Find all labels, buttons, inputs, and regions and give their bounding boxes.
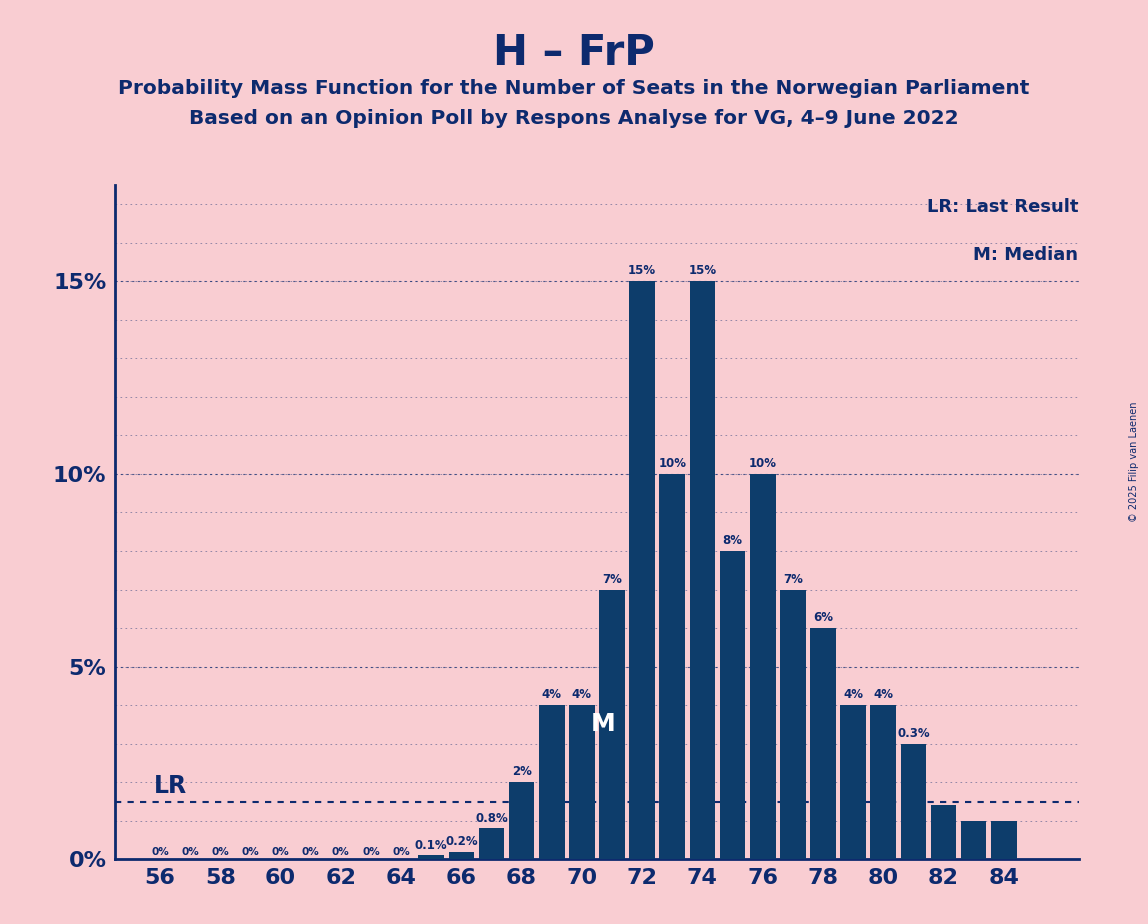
Text: 0%: 0% — [152, 847, 169, 857]
Text: 0%: 0% — [211, 847, 230, 857]
Text: LR: Last Result: LR: Last Result — [926, 199, 1078, 216]
Bar — [750, 474, 776, 859]
Text: 0.2%: 0.2% — [445, 834, 478, 847]
Text: 0.1%: 0.1% — [414, 839, 448, 852]
Bar — [569, 705, 595, 859]
Bar — [931, 806, 956, 859]
Bar — [779, 590, 806, 859]
Text: LR: LR — [154, 773, 187, 797]
Bar — [720, 551, 745, 859]
Bar — [449, 852, 474, 859]
Text: 7%: 7% — [602, 573, 622, 586]
Text: 0%: 0% — [393, 847, 410, 857]
Bar — [599, 590, 625, 859]
Bar — [509, 783, 535, 859]
Text: 4%: 4% — [874, 688, 893, 701]
Bar — [810, 628, 836, 859]
Bar — [479, 829, 504, 859]
Text: 4%: 4% — [542, 688, 561, 701]
Bar — [659, 474, 685, 859]
Text: 0.3%: 0.3% — [897, 727, 930, 740]
Bar — [961, 821, 986, 859]
Text: H – FrP: H – FrP — [492, 32, 656, 74]
Bar — [840, 705, 866, 859]
Bar — [538, 705, 565, 859]
Text: 10%: 10% — [748, 457, 777, 470]
Text: 0%: 0% — [302, 847, 319, 857]
Bar — [690, 281, 715, 859]
Text: 0%: 0% — [332, 847, 350, 857]
Text: 6%: 6% — [813, 611, 833, 625]
Text: M: M — [590, 712, 615, 736]
Text: 7%: 7% — [783, 573, 802, 586]
Text: Probability Mass Function for the Number of Seats in the Norwegian Parliament: Probability Mass Function for the Number… — [118, 79, 1030, 98]
Text: 0%: 0% — [181, 847, 199, 857]
Text: © 2025 Filip van Laenen: © 2025 Filip van Laenen — [1130, 402, 1139, 522]
Text: M: Median: M: Median — [974, 246, 1078, 263]
Text: 10%: 10% — [658, 457, 687, 470]
Bar — [418, 856, 444, 859]
Text: 0.8%: 0.8% — [475, 811, 507, 824]
Text: 4%: 4% — [843, 688, 863, 701]
Text: 0%: 0% — [362, 847, 380, 857]
Text: 2%: 2% — [512, 765, 532, 778]
Text: 15%: 15% — [628, 264, 657, 277]
Text: Based on an Opinion Poll by Respons Analyse for VG, 4–9 June 2022: Based on an Opinion Poll by Respons Anal… — [189, 109, 959, 128]
Text: 0%: 0% — [272, 847, 289, 857]
Bar — [629, 281, 656, 859]
Bar — [991, 821, 1017, 859]
Text: 15%: 15% — [689, 264, 716, 277]
Text: 0%: 0% — [241, 847, 259, 857]
Bar — [870, 705, 897, 859]
Text: 8%: 8% — [722, 534, 743, 547]
Text: 4%: 4% — [572, 688, 592, 701]
Bar — [900, 744, 926, 859]
